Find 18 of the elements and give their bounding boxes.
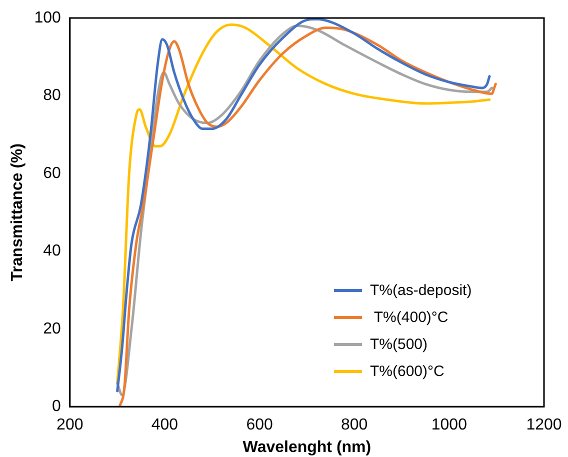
x-tick-label: 1200 <box>526 416 562 434</box>
y-tick-label: 40 <box>43 242 61 260</box>
y-tick-label: 20 <box>43 320 61 338</box>
legend-label: T%(as-deposit) <box>370 280 472 301</box>
y-tick-label: 80 <box>43 87 61 104</box>
x-tick-label: 600 <box>246 416 273 434</box>
legend-label: T%(500) <box>370 334 428 355</box>
y-tick-label: 100 <box>34 9 61 26</box>
x-tick-label: 200 <box>56 416 84 434</box>
legend-label: T%(600)°C <box>370 362 444 382</box>
x-tick-label: 400 <box>151 416 178 434</box>
y-tick-label: 0 <box>52 398 61 416</box>
x-axis-title: Wavelenght (nm) <box>242 438 372 456</box>
legend-label: T%(400)°C <box>372 308 448 328</box>
x-tick-label: 1000 <box>431 416 468 434</box>
y-tick-label: 60 <box>43 164 61 182</box>
y-axis-title: Transmittance (%) <box>9 143 26 282</box>
x-tick-label: 800 <box>341 416 368 434</box>
